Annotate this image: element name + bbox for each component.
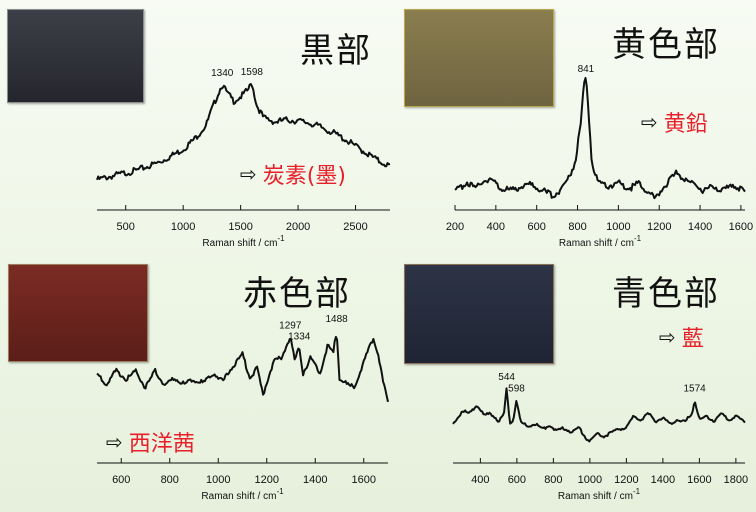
x-tick-label: 400	[471, 474, 489, 486]
peak-label: 1488	[325, 314, 348, 325]
x-tick-label: 2000	[286, 221, 310, 233]
result-blue: ⇨ 藍	[659, 321, 704, 353]
result-label-blue: 藍	[681, 327, 704, 352]
x-axis-label-superscript: -1	[633, 487, 641, 496]
peak-label: 544	[498, 372, 515, 383]
peak-label: 1598	[241, 67, 264, 78]
x-tick-label: 1200	[647, 221, 671, 233]
x-axis-label: Raman shift / cm-1	[202, 234, 285, 249]
x-tick-label: 600	[528, 221, 546, 233]
spectrum-line	[452, 387, 746, 443]
title-yellow: 黄色部	[612, 25, 720, 65]
x-tick-label: 500	[117, 221, 135, 233]
x-axis-label: Raman shift / cm-1	[201, 487, 284, 502]
arrow-right-icon: ⇨	[106, 430, 123, 454]
x-tick-label: 1600	[729, 221, 753, 233]
x-tick-label: 1200	[255, 474, 279, 486]
peak-label: 1340	[211, 68, 234, 79]
result-label-yellow: 黄鉛	[663, 112, 708, 137]
sample-photo-yellow	[404, 9, 554, 107]
peak-label: 1574	[684, 383, 707, 394]
x-tick-label: 1400	[688, 221, 712, 233]
x-tick-label: 800	[544, 474, 562, 486]
x-tick-label: 1400	[303, 474, 327, 486]
x-tick-label: 800	[568, 221, 586, 233]
x-axis-label: Raman shift / cm-1	[559, 234, 642, 249]
x-tick-label: 1000	[578, 474, 602, 486]
arrow-right-icon: ⇨	[641, 110, 658, 134]
x-axis-label-superscript: -1	[277, 234, 285, 243]
x-tick-label: 1600	[352, 474, 376, 486]
x-tick-label: 1400	[651, 474, 675, 486]
spectrum-line	[96, 335, 389, 403]
result-red: ⇨ 西洋茜	[106, 426, 195, 458]
result-label-red: 西洋茜	[128, 432, 195, 457]
x-tick-label: 400	[487, 221, 505, 233]
x-axis-label-superscript: -1	[276, 487, 284, 496]
x-tick-label: 1600	[687, 474, 711, 486]
sample-photo-black	[7, 9, 144, 103]
x-axis-label: Raman shift / cm-1	[558, 487, 641, 502]
x-axis-label-superscript: -1	[634, 234, 642, 243]
peak-label: 841	[578, 64, 595, 75]
title-blue: 青色部	[612, 274, 720, 314]
x-tick-label: 2500	[343, 221, 367, 233]
x-tick-label: 1500	[228, 221, 252, 233]
title-red: 赤色部	[243, 274, 351, 314]
result-label-black: 炭素(墨)	[262, 164, 346, 189]
x-tick-label: 800	[161, 474, 179, 486]
x-tick-label: 600	[508, 474, 526, 486]
x-tick-label: 1000	[171, 221, 195, 233]
arrow-right-icon: ⇨	[240, 162, 257, 186]
x-tick-label: 1800	[724, 474, 748, 486]
x-tick-label: 200	[446, 221, 464, 233]
x-tick-label: 1200	[614, 474, 638, 486]
x-tick-label: 1000	[206, 474, 230, 486]
spectrum-line	[454, 77, 746, 200]
sample-photo-blue	[404, 264, 554, 364]
title-black: 黒部	[300, 31, 372, 71]
x-tick-label: 600	[112, 474, 130, 486]
peak-label: 1334	[288, 332, 311, 343]
arrow-right-icon: ⇨	[659, 325, 676, 349]
result-black: ⇨ 炭素(墨)	[240, 158, 346, 190]
peak-label: 1297	[279, 320, 302, 331]
result-yellow: ⇨ 黄鉛	[641, 106, 708, 138]
sample-photo-red	[8, 264, 148, 362]
spectrum-line	[96, 83, 391, 181]
x-tick-label: 1000	[606, 221, 630, 233]
peak-label: 598	[508, 383, 525, 394]
